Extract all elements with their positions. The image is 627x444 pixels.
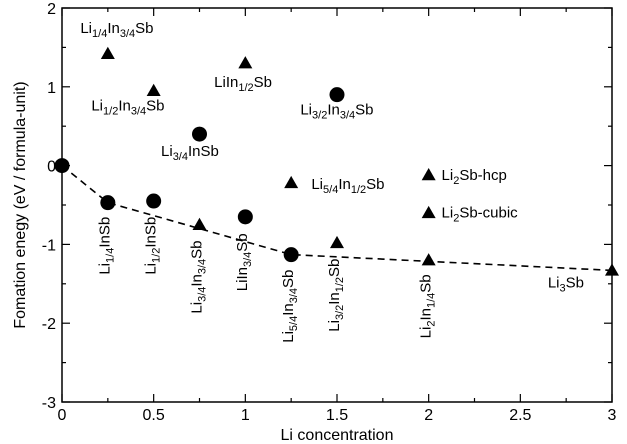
y-tick-label: -1: [42, 237, 56, 254]
circle-marker: [146, 193, 162, 209]
y-tick-label: -3: [42, 395, 56, 412]
triangle-marker: [284, 175, 299, 189]
y-tick-label: 2: [47, 1, 56, 18]
compound-label: Li2Sb-cubic: [442, 205, 519, 225]
tick-labels: 0 0.5 1 1.5 2 2.5 3 -3 -2 -1 0 1 2: [42, 1, 617, 424]
circle-marker: [54, 158, 70, 174]
x-tick-label: 0: [58, 407, 67, 424]
tick-marks: [61, 7, 613, 403]
compound-labels: Li1/4In3/4Sb LiIn1/2Sb Li1/2In3/4Sb Li3/2In…: [80, 20, 584, 343]
compound-label: Li3/4In3/4Sb: [188, 240, 208, 313]
compound-label: Li1/2InSb: [143, 217, 163, 275]
compound-label: LiIn1/2Sb: [214, 74, 272, 94]
y-tick-label: 0: [47, 159, 56, 176]
x-axis-label: Li concentration: [281, 427, 394, 444]
compound-label: Li5/4In3/4Sb: [280, 270, 300, 343]
x-tick-label: 1.5: [326, 407, 348, 424]
x-tick-label: 2.5: [509, 407, 531, 424]
circle-marker: [192, 126, 207, 142]
triangle-marker: [100, 46, 115, 59]
convex-hull-dashed-line: [61, 164, 613, 272]
x-tick-label: 2: [424, 407, 433, 424]
circle-marker: [283, 247, 299, 263]
compound-label: Li5/4In1/2Sb: [311, 176, 384, 196]
compound-label: Li2In1/4Sb: [418, 274, 438, 338]
data-markers: [54, 46, 619, 276]
x-tick-label: 1: [241, 407, 250, 424]
y-tick-label: -2: [42, 316, 56, 333]
compound-label: Li3Sb: [548, 275, 584, 295]
circle-marker: [237, 209, 253, 225]
compound-label: Li1/4In3/4Sb: [80, 20, 153, 40]
x-tick-label: 0.5: [143, 407, 165, 424]
triangle-marker: [421, 253, 436, 266]
triangle-marker: [146, 83, 161, 96]
triangle-marker: [421, 205, 436, 219]
triangle-marker: [330, 235, 344, 249]
compound-label: LiIn3/4Sb: [234, 233, 254, 291]
compound-label: Li3/4InSb: [161, 143, 219, 163]
y-tick-label: 1: [47, 80, 56, 97]
triangle-marker: [421, 168, 436, 181]
x-tick-label: 3: [608, 407, 617, 424]
circle-marker: [100, 195, 116, 211]
y-axis-label: Fomation enegy (eV / formula-unit): [12, 81, 29, 328]
circle-marker: [329, 87, 345, 103]
triangle-marker: [605, 263, 619, 276]
compound-label: Li1/4InSb: [97, 217, 117, 275]
triangle-marker: [238, 56, 253, 69]
compound-label: Li2Sb-hcp: [442, 167, 507, 187]
compound-label: Li1/2In3/4Sb: [91, 97, 164, 117]
plot-frame: [61, 7, 613, 403]
compound-label: Li3/2In3/4Sb: [300, 101, 373, 121]
compound-label: Li3/2In1/2Sb: [326, 259, 346, 332]
triangle-marker: [192, 217, 207, 230]
